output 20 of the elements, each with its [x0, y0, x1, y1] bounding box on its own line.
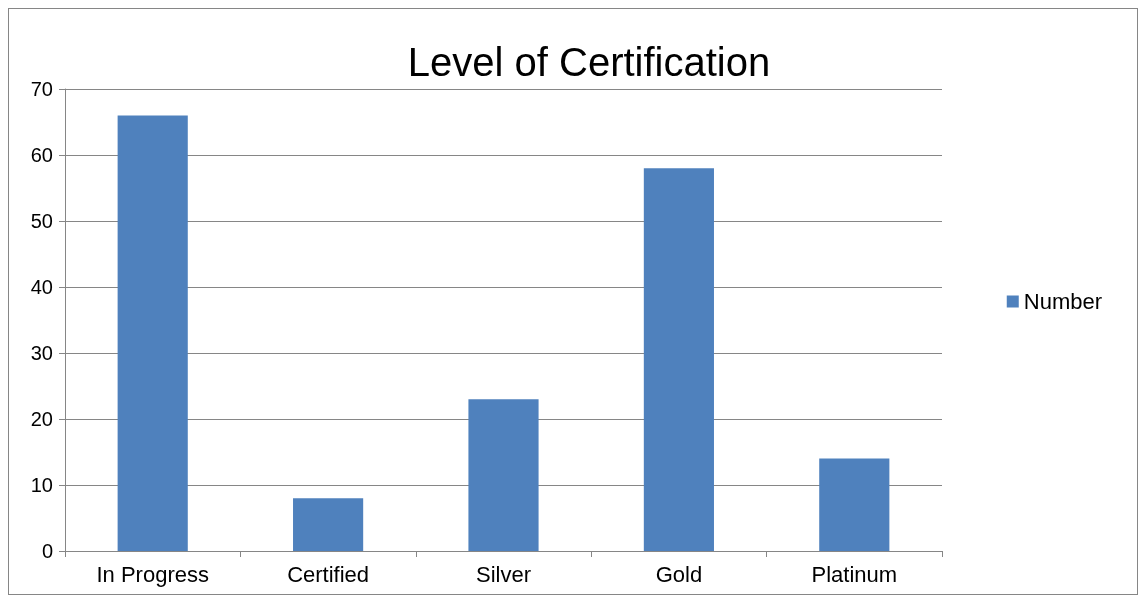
y-tick-label: 40	[30, 276, 53, 298]
chart-title: Level of Certification	[407, 40, 771, 84]
y-tick-label: 50	[30, 210, 53, 232]
y-tick-label: 10	[30, 474, 53, 496]
x-tick-label: In Progress	[96, 561, 209, 587]
legend-label: Number	[1023, 289, 1102, 314]
bar	[293, 498, 364, 551]
bar	[643, 168, 714, 551]
y-tick-label: 0	[41, 540, 53, 562]
y-tick-label: 60	[30, 144, 53, 166]
x-tick-label: Platinum	[811, 561, 898, 587]
x-tick-label: Silver	[475, 561, 532, 587]
bar	[468, 399, 539, 551]
y-tick-label: 20	[30, 408, 53, 430]
bar	[819, 458, 890, 551]
x-tick-label: Gold	[655, 561, 703, 587]
x-tick-label: Certified	[287, 561, 370, 587]
y-tick-label: 70	[30, 78, 53, 100]
bar	[117, 115, 188, 551]
y-tick-label: 30	[30, 342, 53, 364]
